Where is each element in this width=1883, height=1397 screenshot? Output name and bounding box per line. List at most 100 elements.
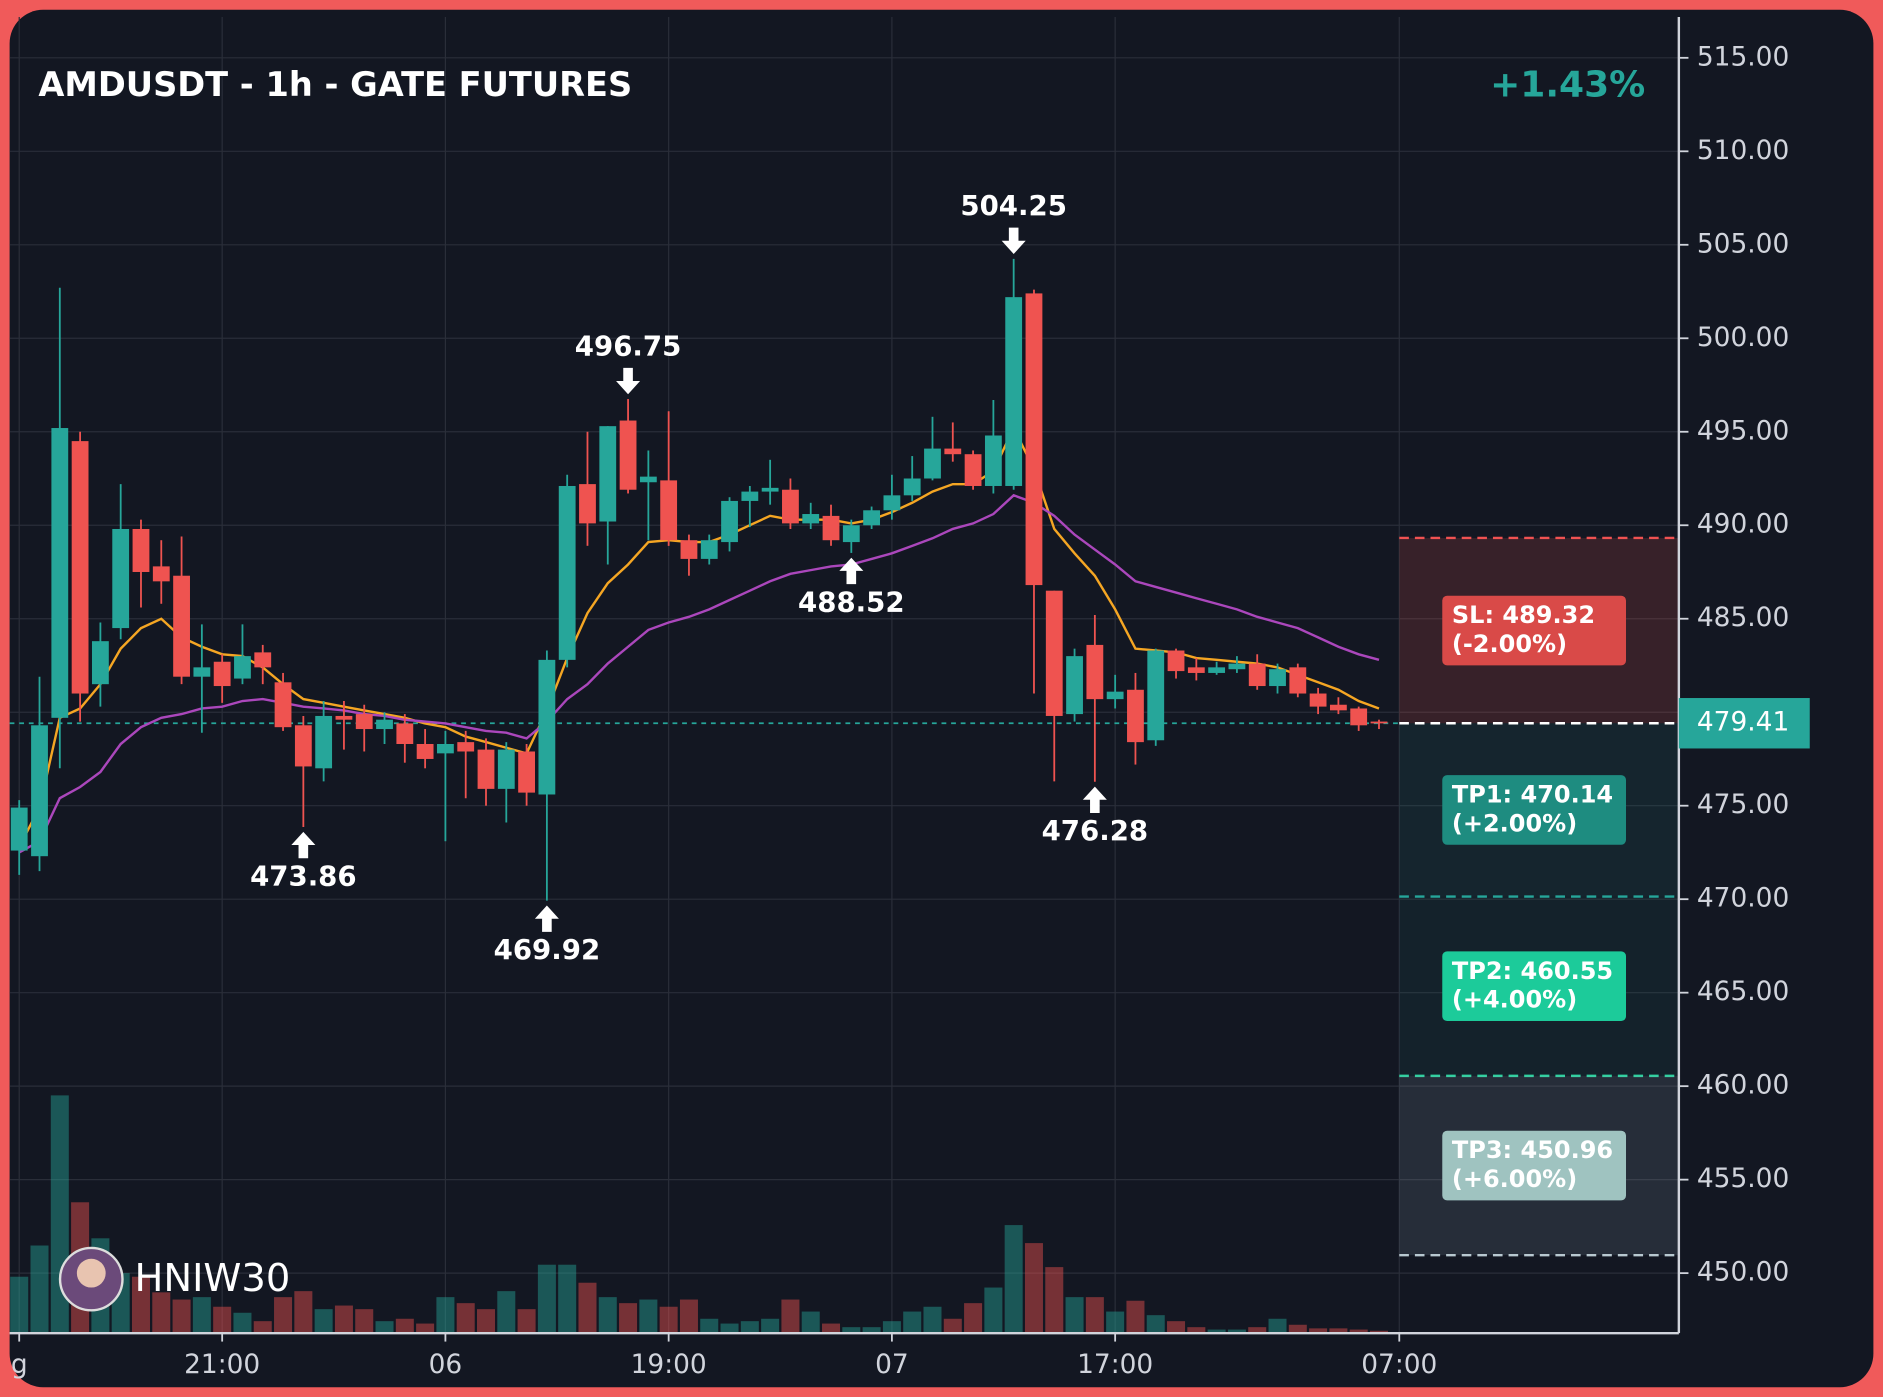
- candle-body: [1350, 708, 1368, 726]
- x-tick-label: 07:00: [1361, 1349, 1437, 1380]
- peak-label: 504.25: [960, 189, 1067, 222]
- candle-body: [132, 528, 150, 572]
- candle-body: [1045, 590, 1063, 716]
- candle-body: [71, 441, 89, 694]
- trough-arrow: [534, 905, 559, 932]
- volume-bar: [456, 1303, 475, 1334]
- candle-body: [457, 742, 475, 752]
- candle-body: [315, 715, 333, 769]
- candle-body: [802, 514, 820, 524]
- candle-body: [1086, 644, 1104, 700]
- volume-bar: [964, 1303, 983, 1334]
- candle-body: [294, 725, 312, 767]
- volume-bar: [537, 1264, 556, 1334]
- candle-body: [1066, 656, 1083, 715]
- volume-bar: [862, 1327, 881, 1334]
- y-tick-label: 505.00: [1697, 228, 1789, 259]
- candle-body: [599, 426, 617, 522]
- volume-bar: [801, 1311, 820, 1334]
- avatar-face: [76, 1258, 106, 1288]
- candle-body: [639, 476, 657, 483]
- volume-bar: [192, 1297, 211, 1334]
- candle-body: [822, 515, 840, 541]
- volume-bar: [781, 1299, 800, 1334]
- volume-bar: [253, 1321, 272, 1334]
- candle-body: [964, 454, 982, 486]
- y-tick-label: 470.00: [1697, 883, 1789, 914]
- candle-body: [497, 749, 515, 789]
- trough-label: 488.52: [798, 585, 905, 618]
- labels: 450.00455.00460.00465.00470.00475.00480.…: [11, 41, 1810, 1380]
- volume-bar: [923, 1306, 942, 1334]
- volume-bar: [882, 1321, 901, 1334]
- volume-bar: [131, 1276, 150, 1334]
- volume-bar: [30, 1245, 49, 1334]
- candle-body: [1309, 693, 1327, 707]
- candle-body: [51, 428, 69, 718]
- y-tick-label: 455.00: [1697, 1163, 1789, 1194]
- volume-bar: [903, 1311, 922, 1334]
- volume-bar: [943, 1318, 962, 1334]
- volume-bar: [598, 1297, 617, 1334]
- volume-bar: [314, 1309, 333, 1334]
- candle-body: [355, 714, 373, 730]
- volume-bar: [1288, 1324, 1307, 1334]
- candle-body: [10, 807, 28, 851]
- volume-bar: [679, 1299, 698, 1334]
- watermark-text: HNIW30: [135, 1256, 291, 1301]
- candle-body: [31, 725, 48, 857]
- candle-body: [152, 566, 170, 582]
- y-tick-label: 515.00: [1697, 41, 1789, 72]
- volume-bar: [1085, 1297, 1104, 1334]
- volume-bar: [659, 1306, 678, 1334]
- level-label: TP2: 460.55: [1452, 957, 1613, 985]
- volume-bar: [619, 1303, 638, 1334]
- y-tick-label: 500.00: [1697, 322, 1789, 353]
- candle-body: [944, 448, 962, 455]
- candle-body: [903, 478, 921, 496]
- volume-bar: [1227, 1329, 1246, 1334]
- candles: [10, 258, 1388, 901]
- level-detail: (-2.00%): [1452, 630, 1567, 658]
- volume-bar: [274, 1297, 293, 1334]
- candle-body: [1005, 297, 1023, 486]
- candle-body: [416, 744, 434, 759]
- candle-body: [863, 510, 881, 526]
- background: [9, 9, 1874, 1388]
- volume-bar: [639, 1299, 658, 1334]
- candle-body: [1147, 650, 1165, 741]
- chart-title: AMDUSDT - 1h - GATE FUTURES: [38, 65, 632, 104]
- volume-bar: [1187, 1327, 1206, 1334]
- trade-zones: SL: 489.32(-2.00%) TP1: 470.14(+2.00%) TP2…: [9, 536, 1679, 1257]
- candle-body: [335, 715, 353, 720]
- candle-body: [91, 641, 109, 685]
- volume-bar: [395, 1318, 414, 1334]
- x-tick-label: 19:00: [631, 1349, 707, 1380]
- level-detail: (+4.00%): [1452, 986, 1577, 1014]
- volume-bar: [1167, 1321, 1186, 1334]
- trough-label: 469.92: [494, 933, 601, 966]
- candle-body: [782, 489, 799, 524]
- volume-bar: [213, 1306, 232, 1334]
- candle-body: [112, 528, 130, 629]
- volume-bar: [842, 1327, 861, 1334]
- candle-body: [1228, 663, 1246, 670]
- peak-label: 496.75: [575, 329, 682, 362]
- candle-body: [1187, 667, 1205, 673]
- x-tick-label: 17:00: [1077, 1349, 1153, 1380]
- y-tick-label: 485.00: [1697, 602, 1789, 633]
- candle-body: [173, 575, 190, 677]
- candle-body: [1329, 704, 1347, 711]
- volume-bar: [1268, 1318, 1287, 1334]
- volume-bar: [1207, 1329, 1226, 1334]
- y-tick-label: 460.00: [1697, 1070, 1789, 1101]
- candle-body: [538, 659, 556, 795]
- y-tick-label: 510.00: [1697, 135, 1789, 166]
- candle-body: [1127, 689, 1144, 743]
- candle-body: [1025, 293, 1043, 586]
- volume-bar: [1309, 1328, 1328, 1334]
- candle-body: [396, 723, 414, 745]
- candle-body: [741, 491, 759, 501]
- volume-bar: [375, 1321, 394, 1334]
- volume-bar: [1106, 1311, 1125, 1334]
